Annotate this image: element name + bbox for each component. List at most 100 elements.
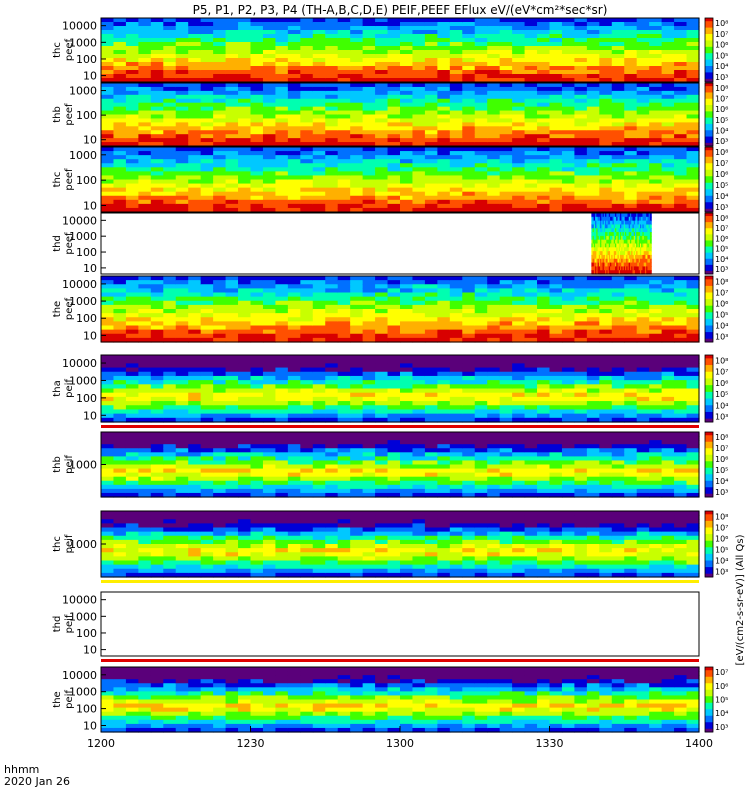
heatmap-cell: [487, 62, 501, 67]
heatmap-cell: [462, 203, 476, 209]
heatmap-cell: [275, 38, 289, 43]
heatmap-cell: [606, 266, 609, 271]
heatmap-cell: [125, 432, 139, 437]
heatmap-cell: [125, 276, 139, 281]
heatmap-cell: [150, 460, 164, 466]
heatmap-cell: [387, 371, 401, 377]
heatmap-cell: [611, 26, 625, 31]
heatmap-cell: [633, 239, 636, 245]
heatmap-cell: [624, 321, 638, 327]
heatmap-cell: [188, 118, 202, 123]
colorbar-swatch: [705, 92, 713, 97]
heatmap-cell: [375, 288, 389, 294]
heatmap-cell: [537, 191, 551, 197]
heatmap-cell: [225, 102, 239, 108]
colorbar-swatch: [705, 249, 713, 254]
heatmap-cell: [113, 337, 127, 343]
heatmap-cell: [537, 333, 551, 339]
colorbar-tick-label: 10⁶: [715, 299, 728, 308]
heatmap-cell: [387, 296, 401, 302]
heatmap-cell: [586, 284, 600, 289]
heatmap-cell: [275, 114, 289, 120]
heatmap-cell: [125, 280, 139, 285]
y-tick-label: 10: [83, 70, 97, 83]
heatmap-cell: [611, 276, 625, 281]
heatmap-cell: [262, 66, 277, 71]
heatmap-cell: [487, 284, 501, 289]
heatmap-cell: [549, 396, 563, 402]
colorbar-swatch: [705, 50, 713, 54]
heatmap-cell: [287, 66, 301, 71]
heatmap-cell: [101, 480, 115, 486]
heatmap-cell: [674, 62, 688, 67]
heatmap-cell: [412, 317, 426, 322]
colorbar-swatch: [705, 114, 713, 119]
heatmap-cell: [549, 417, 563, 423]
heatmap-cell: [287, 313, 301, 318]
heatmap-cell: [387, 86, 401, 92]
colorbar-frame: [704, 275, 714, 343]
heatmap-cell: [512, 284, 526, 289]
heatmap-cell: [624, 151, 638, 156]
heatmap-cell: [163, 456, 177, 462]
heatmap-cell: [287, 18, 301, 23]
heatmap-cell: [549, 142, 563, 147]
heatmap-cell: [225, 118, 239, 123]
heatmap-cell: [188, 159, 202, 164]
heatmap-cell: [250, 325, 264, 331]
heatmap-cell: [549, 405, 563, 411]
heatmap-cell: [300, 83, 314, 88]
heatmap-cell: [350, 78, 364, 83]
heatmap-cell: [312, 325, 326, 331]
heatmap-cell: [462, 46, 476, 51]
heatmap-cell: [138, 276, 152, 281]
heatmap-cell: [188, 476, 202, 482]
heatmap-cell: [647, 251, 650, 256]
heatmap-cell: [524, 106, 538, 112]
heatmap-cell: [641, 243, 644, 248]
heatmap-cell: [601, 216, 604, 222]
heatmap-cell: [337, 58, 351, 63]
heatmap-cell: [387, 304, 401, 310]
heatmap-cell: [163, 126, 177, 131]
y-tick-label: 10: [83, 329, 97, 342]
heatmap-cell: [437, 179, 451, 185]
heatmap-cell: [649, 359, 663, 364]
heatmap-cell: [325, 54, 339, 59]
colorbar-swatch: [705, 120, 713, 125]
heatmap-cell: [613, 258, 616, 264]
heatmap-cell: [599, 396, 613, 402]
heatmap-cell: [599, 413, 613, 419]
heatmap-cell: [238, 50, 252, 55]
heatmap-cell: [225, 367, 239, 373]
heatmap-cell: [606, 232, 609, 237]
heatmap-cell: [595, 228, 597, 233]
heatmap-cell: [618, 213, 621, 218]
heatmap-cell: [400, 317, 414, 322]
heatmap-cell: [250, 54, 264, 59]
heatmap-cell: [462, 384, 476, 390]
heatmap-cell: [125, 288, 139, 294]
heatmap-cell: [512, 371, 526, 377]
heatmap-cell: [661, 392, 675, 398]
heatmap-cell: [661, 321, 675, 327]
heatmap-cell: [337, 333, 351, 339]
heatmap-cell: [632, 220, 635, 226]
heatmap-cell: [213, 195, 227, 201]
heatmap-cell: [512, 58, 526, 63]
heatmap-cell: [275, 195, 289, 201]
heatmap-cell: [101, 110, 115, 116]
heatmap-cell: [113, 367, 127, 373]
heatmap-cell: [661, 142, 675, 147]
heatmap-cell: [661, 42, 675, 47]
heatmap-cell: [175, 126, 189, 131]
heatmap-cell: [602, 216, 605, 222]
heatmap-cell: [620, 254, 622, 260]
heatmap-cell: [275, 317, 289, 322]
y-tick-label: 100: [76, 53, 97, 66]
heatmap-cell: [599, 309, 613, 314]
heatmap-cell: [524, 126, 538, 131]
heatmap-cell: [449, 94, 463, 100]
heatmap-cell: [138, 417, 152, 423]
heatmap-cell: [437, 384, 451, 390]
